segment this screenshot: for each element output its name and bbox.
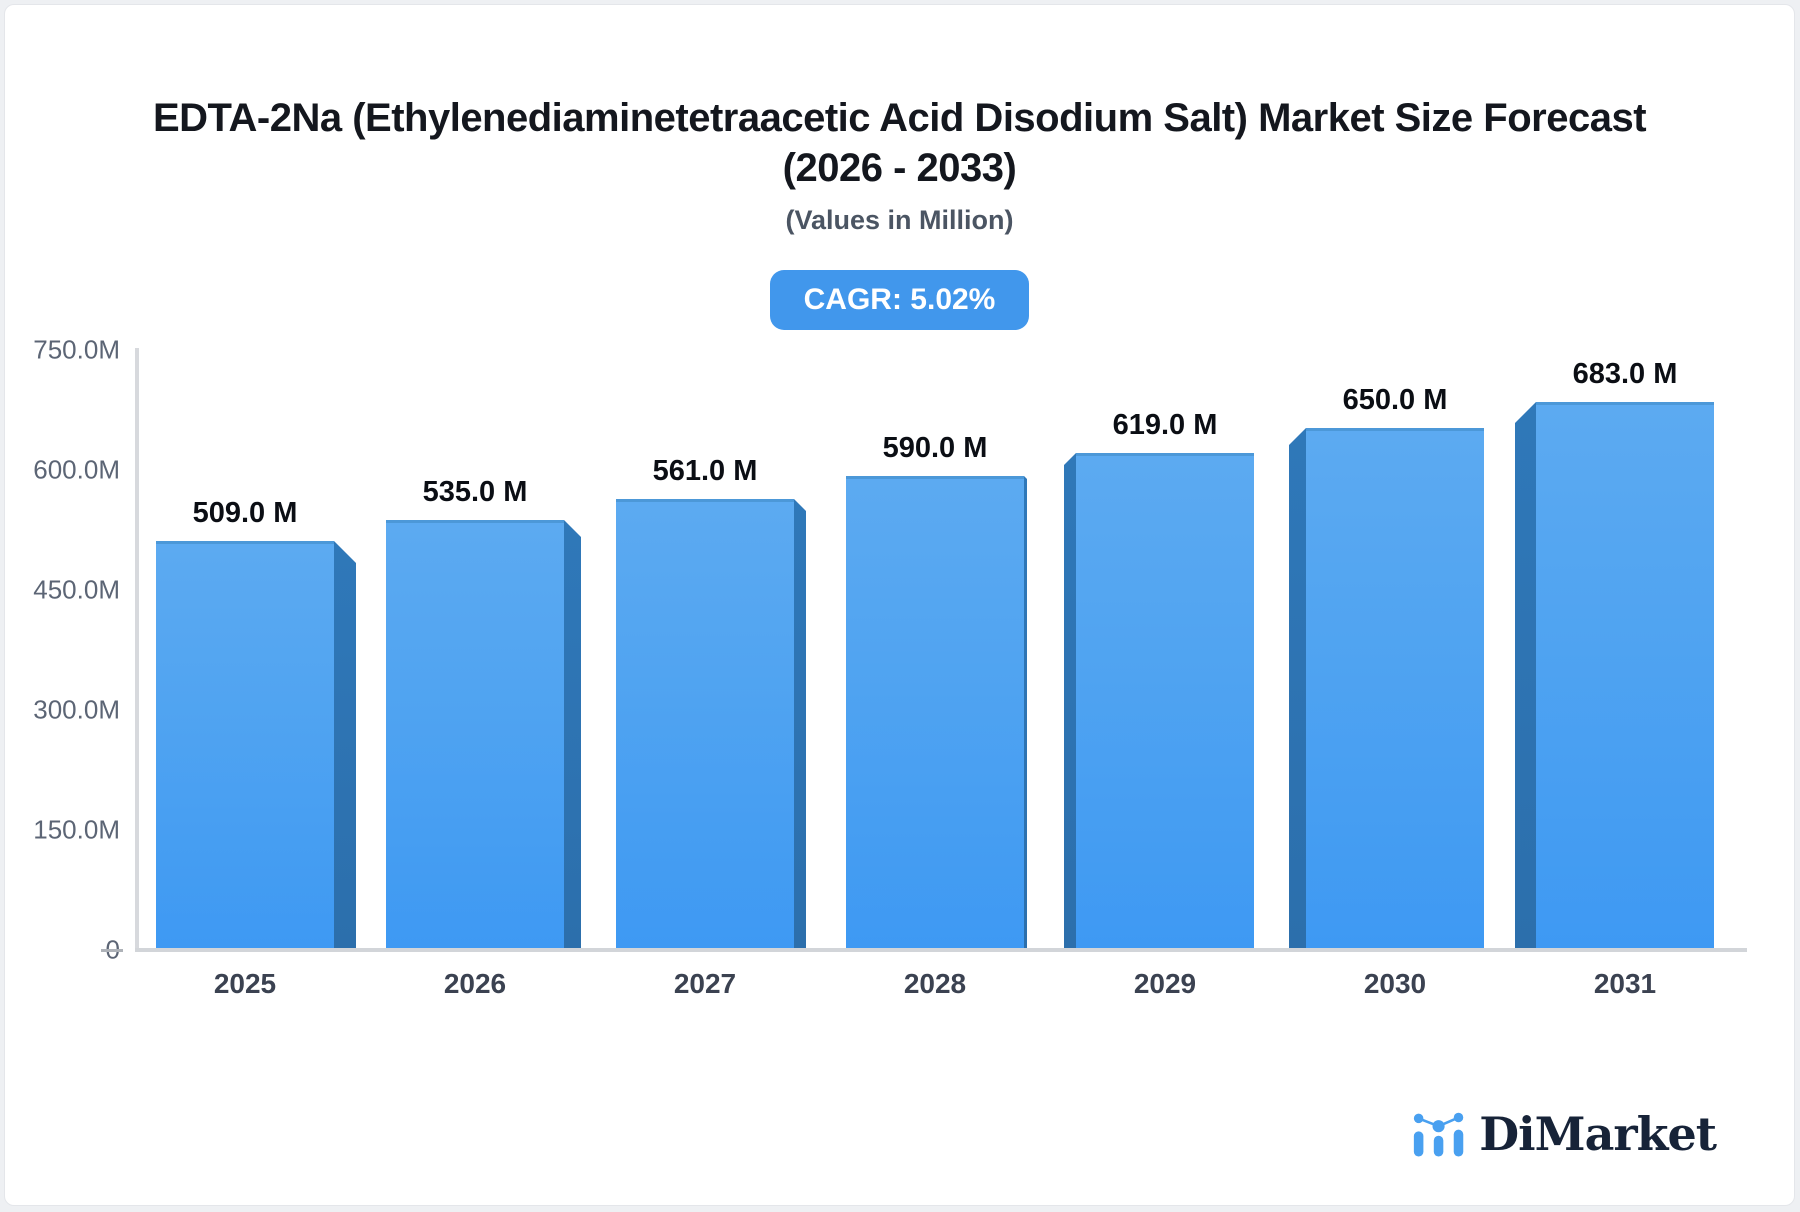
y-axis-tick-label: 750.0M bbox=[33, 334, 120, 365]
bar bbox=[156, 541, 334, 948]
chart-card: EDTA-2Na (Ethylenediaminetetraacetic Aci… bbox=[4, 4, 1795, 1206]
x-axis-category-label: 2028 bbox=[903, 968, 967, 999]
bar bbox=[386, 520, 564, 948]
bar bbox=[1306, 428, 1484, 948]
bar-3d-side bbox=[564, 520, 581, 948]
y-axis-tick-label: 450.0M bbox=[33, 574, 120, 605]
bar-3d-side bbox=[1289, 428, 1306, 948]
x-axis-category-label: 2027 bbox=[673, 968, 737, 999]
bar-3d-side bbox=[1515, 402, 1536, 948]
y-axis-line bbox=[135, 348, 139, 948]
chart-title-line1: EDTA-2Na (Ethylenediaminetetraacetic Aci… bbox=[152, 96, 1647, 140]
bar-3d-side bbox=[1064, 453, 1076, 948]
bar-value-label: 561.0 M bbox=[652, 455, 758, 487]
x-axis-line bbox=[135, 948, 1747, 952]
bar-value-label: 590.0 M bbox=[882, 432, 988, 464]
cagr-badge: CAGR: 5.02% bbox=[769, 270, 1030, 330]
zero-tick-mark bbox=[101, 949, 123, 952]
x-axis-category-label: 2030 bbox=[1363, 968, 1427, 999]
bar bbox=[1076, 453, 1254, 948]
chart-title-line2: (2026 - 2033) bbox=[782, 146, 1017, 190]
y-axis-tick-label: 150.0M bbox=[33, 814, 120, 845]
y-axis-tick-label: 600.0M bbox=[33, 454, 120, 485]
bar bbox=[616, 499, 794, 948]
chart-subtitle: (Values in Million) bbox=[785, 205, 1014, 235]
y-axis-tick-label: 0 bbox=[105, 934, 120, 965]
bar-3d-side bbox=[334, 541, 356, 948]
mini-bar-chart-icon bbox=[1414, 1112, 1464, 1157]
bar bbox=[1536, 402, 1714, 948]
y-axis-tick-label: 300.0M bbox=[33, 694, 120, 725]
logo-text: DiMarket bbox=[1479, 1107, 1717, 1161]
x-axis-category-label: 2025 bbox=[213, 968, 277, 999]
chart-header: EDTA-2Na (Ethylenediaminetetraacetic Aci… bbox=[5, 93, 1794, 330]
x-axis-category-label: 2031 bbox=[1593, 968, 1657, 999]
bar-value-label: 619.0 M bbox=[1112, 409, 1218, 441]
bar-3d-side bbox=[794, 499, 806, 948]
x-axis-category-label: 2029 bbox=[1133, 968, 1197, 999]
bar-value-label: 683.0 M bbox=[1572, 358, 1678, 390]
bar-value-label: 509.0 M bbox=[192, 497, 298, 529]
bar-value-label: 650.0 M bbox=[1342, 384, 1448, 416]
x-axis-category-label: 2026 bbox=[443, 968, 507, 999]
dimarket-logo: DiMarket bbox=[1413, 1107, 1717, 1161]
bar bbox=[846, 476, 1024, 948]
bar-3d-side bbox=[1024, 476, 1027, 948]
bar-value-label: 535.0 M bbox=[422, 476, 528, 508]
